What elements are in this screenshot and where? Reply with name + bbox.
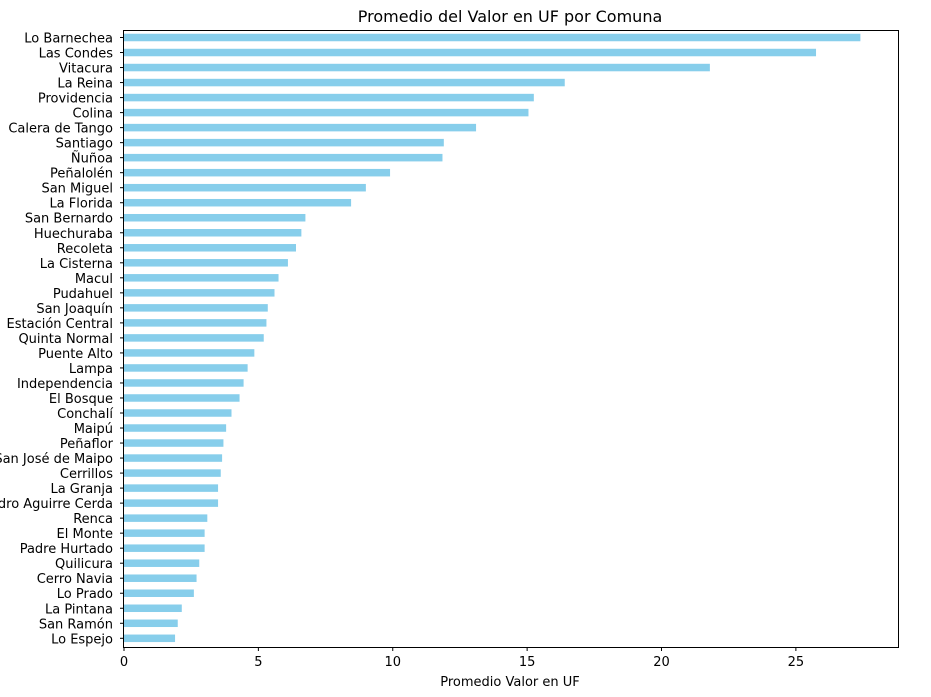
x-tick-label: 10 (384, 655, 401, 670)
category-label: Recoleta (57, 242, 113, 257)
bar (124, 589, 194, 597)
category-label: Calera de Tango (8, 122, 113, 137)
category-label: Colina (73, 107, 113, 122)
category-label: Lampa (69, 362, 113, 377)
category-label: Ñuñoa (71, 151, 113, 167)
category-label: Pedro Aguirre Cerda (0, 497, 113, 512)
bar (124, 484, 219, 492)
bars-group (124, 33, 861, 643)
chart-title: Promedio del Valor en UF por Comuna (358, 7, 663, 26)
category-label: Quinta Normal (18, 332, 113, 347)
category-label: Renca (73, 512, 113, 527)
bar (124, 108, 529, 117)
bar (124, 394, 240, 402)
bar (124, 499, 219, 507)
bar (124, 454, 223, 462)
category-label: Independencia (17, 377, 113, 392)
bar (124, 33, 861, 42)
category-label: Pudahuel (53, 287, 113, 302)
bar (124, 48, 817, 57)
category-label: Peñalolén (50, 167, 113, 182)
category-label: Cerro Navia (37, 572, 113, 587)
bar (124, 168, 391, 177)
category-label: San Ramón (39, 617, 113, 632)
bar (124, 198, 352, 207)
x-tick-label: 0 (120, 655, 128, 670)
bar (124, 634, 176, 643)
category-label: San Miguel (41, 182, 113, 197)
category-label: Macul (75, 272, 113, 287)
bar (124, 213, 306, 222)
bar (124, 289, 275, 297)
bar (124, 78, 565, 87)
bar (124, 304, 268, 312)
category-label: El Bosque (49, 392, 113, 407)
bar (124, 319, 267, 327)
category-label: Huechuraba (34, 227, 113, 242)
bar (124, 619, 178, 628)
bar (124, 349, 255, 357)
category-label: Quilicura (55, 557, 113, 572)
category-label: La Pintana (45, 602, 113, 617)
bar (124, 63, 710, 72)
category-label: La Florida (49, 197, 113, 212)
bar (124, 514, 208, 522)
category-label: San Bernardo (25, 212, 113, 227)
bar (124, 123, 477, 132)
x-axis-label: Promedio Valor en UF (440, 675, 580, 690)
category-label: Maipú (74, 422, 113, 437)
category-label: Conchalí (57, 407, 113, 422)
category-label: Cerrillos (60, 467, 113, 482)
category-label: La Granja (50, 482, 113, 497)
x-tick-label: 20 (653, 655, 670, 670)
bar (124, 274, 279, 282)
bar (124, 183, 366, 192)
x-axis-ticks: 0 5 10 15 20 25 (120, 647, 804, 670)
category-label: Vitacura (59, 62, 113, 77)
category-label: El Monte (57, 527, 113, 542)
bar (124, 559, 200, 567)
x-tick-label: 15 (519, 655, 536, 670)
category-label: Estación Central (7, 317, 113, 332)
bar (124, 138, 444, 147)
x-tick-label: 25 (788, 655, 805, 670)
bar (124, 153, 443, 162)
bar (124, 244, 296, 252)
category-label: San José de Maipo (0, 452, 113, 467)
category-label: La Cisterna (40, 257, 113, 272)
bar (124, 259, 288, 267)
bar (124, 574, 197, 582)
category-label: La Reina (57, 77, 113, 92)
category-label: Lo Prado (57, 587, 113, 602)
bar (124, 424, 227, 432)
category-label: Las Condes (39, 47, 114, 62)
category-label: Santiago (56, 137, 113, 152)
bar (124, 334, 264, 342)
bar (124, 379, 244, 387)
category-label: Puente Alto (38, 347, 113, 362)
bar (124, 529, 205, 537)
bar (124, 469, 221, 477)
x-tick-label: 5 (254, 655, 262, 670)
category-label: Peñaflor (60, 437, 114, 452)
category-label: Lo Espejo (51, 632, 113, 647)
category-label: Providencia (38, 92, 113, 107)
plot-frame (123, 30, 899, 648)
bar (124, 364, 248, 372)
bar (124, 93, 534, 102)
bar (124, 439, 224, 447)
bar (124, 544, 205, 552)
bar (124, 409, 232, 417)
bar (124, 604, 182, 613)
category-label: San Joaquín (36, 302, 113, 317)
category-label: Padre Hurtado (20, 542, 113, 557)
bar (124, 229, 302, 237)
category-label: Lo Barnechea (24, 32, 113, 47)
